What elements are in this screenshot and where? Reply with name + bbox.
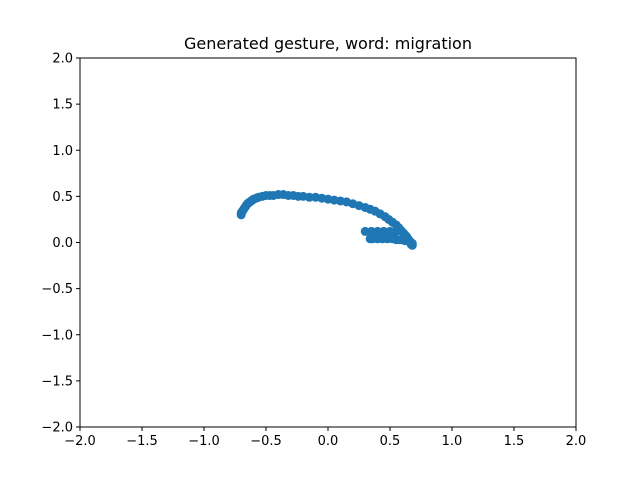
- x-tick-label: 1.5: [504, 434, 525, 449]
- data-point: [385, 226, 395, 236]
- y-tick-label: 1.5: [52, 98, 73, 113]
- data-point: [379, 226, 389, 236]
- x-tick-label: 2.0: [566, 434, 587, 449]
- data-point: [365, 234, 375, 244]
- y-tick-label: −1.5: [41, 374, 73, 389]
- x-tick-label: −1.0: [188, 434, 220, 449]
- x-tick-label: −1.5: [126, 434, 158, 449]
- y-tick-label: −2.0: [41, 421, 73, 436]
- y-tick-label: 0.0: [52, 236, 73, 251]
- x-tick-label: 1.0: [442, 434, 463, 449]
- data-point: [391, 226, 401, 236]
- y-tick-label: 0.5: [52, 190, 73, 205]
- x-axis: −2.0 −1.5 −1.0 −0.5 0.0 0.5 1.0 1.5 2.0: [64, 427, 586, 449]
- data-points: [236, 190, 417, 250]
- plot-area: [80, 58, 576, 427]
- y-tick-label: 2.0: [52, 52, 73, 67]
- y-tick-label: 1.0: [52, 144, 73, 159]
- x-tick-label: 0.0: [318, 434, 339, 449]
- x-tick-label: −2.0: [64, 434, 96, 449]
- data-point: [366, 226, 376, 236]
- y-tick-label: −0.5: [41, 282, 73, 297]
- data-point: [373, 226, 383, 236]
- y-axis: −2.0 −1.5 −1.0 −0.5 0.0 0.5 1.0 1.5 2.0: [41, 52, 80, 436]
- chart-title: Generated gesture, word: migration: [184, 34, 472, 53]
- data-point: [304, 192, 314, 202]
- x-tick-label: −0.5: [250, 434, 282, 449]
- data-point: [360, 226, 370, 236]
- y-tick-label: −1.0: [41, 328, 73, 343]
- x-tick-label: 0.5: [380, 434, 401, 449]
